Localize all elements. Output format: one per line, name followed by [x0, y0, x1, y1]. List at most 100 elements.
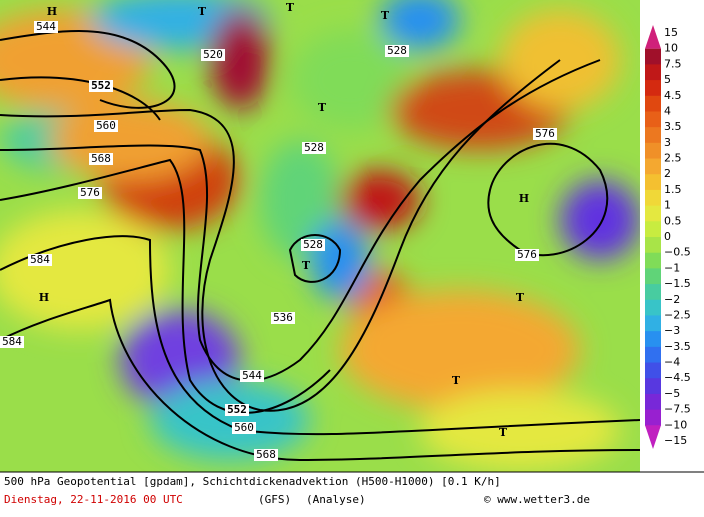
colorbar-label: −10 — [664, 418, 687, 431]
pressure-center-label: H — [39, 291, 49, 304]
footer-title: 500 hPa Geopotential [gpdam], Schichtdic… — [4, 475, 501, 488]
pressure-center-label: T — [381, 9, 390, 22]
footer-model: (GFS) — [258, 493, 291, 506]
colorbar-label: −5 — [664, 387, 680, 400]
contour-label: 528 — [303, 238, 323, 251]
pressure-center-label: T — [286, 1, 295, 14]
colorbar-segment — [645, 221, 661, 238]
map-area — [0, 0, 640, 472]
contour-label: 552 — [227, 403, 247, 416]
contour-label: 584 — [30, 253, 50, 266]
colorbar-label: −1 — [664, 261, 680, 274]
colorbar-label: −3 — [664, 324, 680, 337]
colorbar-segment — [645, 127, 661, 144]
colorbar-segment — [645, 64, 661, 81]
contour-label: 560 — [96, 119, 116, 132]
contour-label: 552 — [91, 79, 111, 92]
colorbar-label: −4.5 — [664, 371, 691, 384]
colorbar-label: 15 — [664, 26, 678, 39]
colorbar-label: −15 — [664, 434, 687, 447]
colorbar-top-arrow — [645, 25, 661, 49]
colorbar-segment — [645, 268, 661, 285]
colorbar-label: −2 — [664, 293, 680, 306]
colorbar-segment — [645, 362, 661, 379]
colorbar-segment — [645, 111, 661, 128]
contour-label: 528 — [387, 44, 407, 57]
colorbar-label: −1.5 — [664, 277, 691, 290]
colorbar-label: 0.5 — [664, 214, 682, 227]
colorbar-label: 10 — [664, 42, 678, 55]
pressure-center-label: H — [519, 192, 529, 205]
footer-date: Dienstag, 22-11-2016 00 UTC — [4, 493, 183, 506]
contour-label-bg — [201, 49, 225, 61]
colorbar: 15 10 7.5 5 4.5 4 3.5 3 2.5 2 1.5 1 0.5 0 −0.5 −1 −1.5 −2… — [645, 25, 691, 449]
pressure-center-label: T — [318, 101, 327, 114]
contour-label-bg — [301, 239, 325, 251]
contour-label-bg — [94, 120, 118, 132]
contour-label-bg — [302, 142, 326, 154]
contour-label: 576 — [535, 127, 555, 140]
pressure-center-label: H — [47, 5, 57, 18]
footer-run: (Analyse) — [306, 493, 366, 506]
pressure-center-label: T — [516, 291, 525, 304]
colorbar-label: 4 — [664, 104, 671, 117]
colorbar-segment — [645, 252, 661, 269]
colorbar-label: 0 — [664, 230, 671, 243]
colorbar-label: −0.5 — [664, 246, 691, 259]
colorbar-segment — [645, 174, 661, 191]
colorbar-bottom-arrow — [645, 425, 661, 449]
contour-label: 536 — [273, 311, 293, 324]
colorbar-label: 4.5 — [664, 89, 682, 102]
contour-label: 520 — [203, 48, 223, 61]
contour-label: 576 — [80, 186, 100, 199]
colorbar-segment — [645, 409, 661, 426]
colorbar-segment — [645, 284, 661, 301]
colorbar-segment — [645, 378, 661, 395]
colorbar-label: −7.5 — [664, 403, 691, 416]
contour-label-bg — [515, 249, 539, 261]
colorbar-label: 1 — [664, 199, 671, 212]
colorbar-label: 1.5 — [664, 183, 682, 196]
colorbar-segment — [645, 48, 661, 65]
contour-label: 568 — [256, 448, 276, 461]
pressure-center-label: T — [452, 374, 461, 387]
contour-label-bg — [0, 336, 24, 348]
contour-label-bg — [271, 312, 295, 324]
pressure-center-label: T — [499, 426, 508, 439]
contour-label-bg — [34, 21, 58, 33]
footer-credit: © www.wetter3.de — [484, 493, 590, 506]
colorbar-segment — [645, 393, 661, 411]
contour-label-bg — [533, 128, 557, 140]
contour-label: 528 — [304, 141, 324, 154]
colorbar-segment — [645, 299, 661, 316]
contour-label-bg — [225, 404, 249, 416]
contour-label-bg — [78, 187, 102, 199]
colorbar-segment — [645, 189, 661, 207]
colorbar-label: 3.5 — [664, 120, 682, 133]
colorbar-segment — [645, 346, 661, 364]
colorbar-segment — [645, 237, 661, 254]
colorbar-segment — [645, 142, 661, 160]
contour-label-bg — [89, 153, 113, 165]
contour-label-bg — [89, 80, 113, 92]
pressure-center-label: T — [198, 5, 207, 18]
contour-label-bg — [28, 254, 52, 266]
colorbar-label: 5 — [664, 73, 671, 86]
contour-label-bg — [240, 370, 264, 382]
pressure-center-label: T — [302, 259, 311, 272]
contour-label: 544 — [242, 369, 262, 382]
colorbar-segment — [645, 95, 661, 112]
colorbar-segment — [645, 158, 661, 175]
contour-label: 576 — [517, 248, 537, 261]
contour-label: 568 — [91, 152, 111, 165]
contour-label-bg — [232, 422, 256, 434]
colorbar-segment — [645, 80, 661, 97]
colorbar-label: −3.5 — [664, 340, 691, 353]
contour-label-bg — [385, 45, 409, 57]
colorbar-segment — [645, 205, 661, 222]
colorbar-label: 3 — [664, 136, 671, 149]
colorbar-label: −2.5 — [664, 308, 691, 321]
colorbar-label: −4 — [664, 356, 680, 369]
colorbar-label: 2 — [664, 167, 671, 180]
